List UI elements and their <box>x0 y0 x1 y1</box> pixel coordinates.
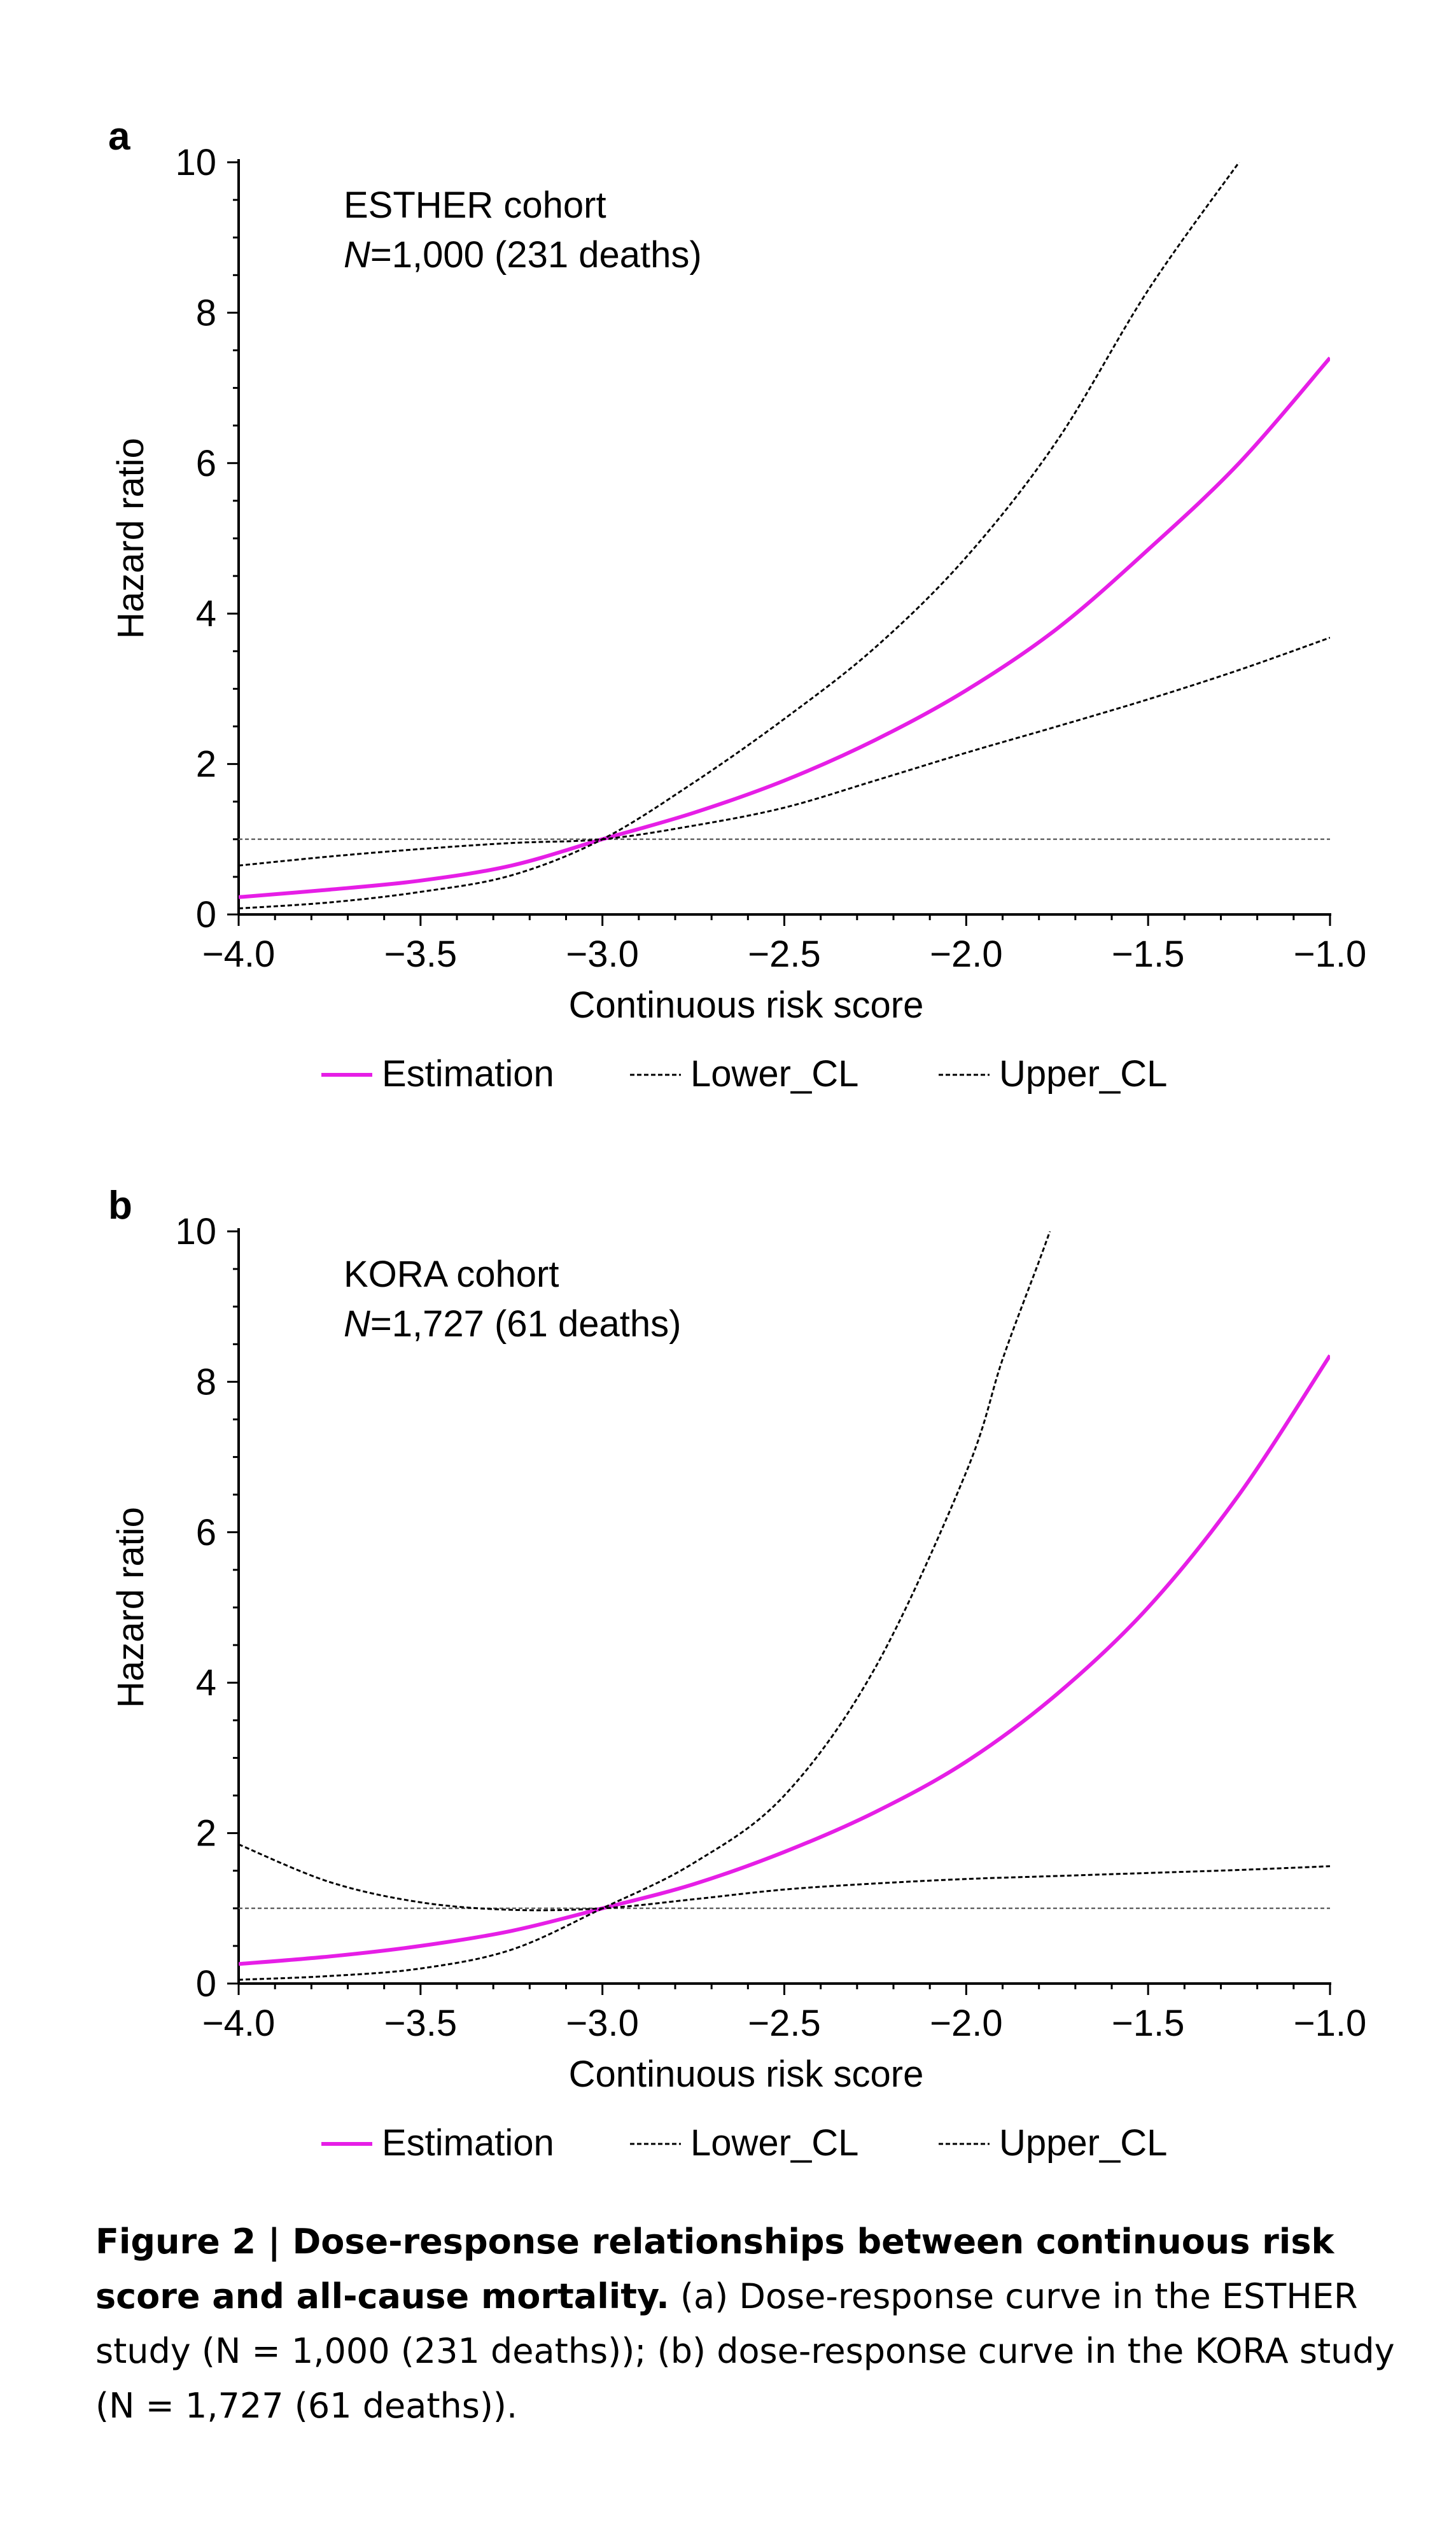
x-tick-label: −2.0 <box>930 934 1003 975</box>
x-tick-label: −3.5 <box>384 2003 458 2044</box>
legend-label: Upper_CL <box>999 1053 1167 1095</box>
y-tick-label: 4 <box>196 593 216 634</box>
x-tick-label: −1.0 <box>1294 2003 1367 2044</box>
legend-label: Lower_CL <box>690 2122 858 2164</box>
y-tick-label: 10 <box>175 142 216 183</box>
sample-size-value: =1,727 (61 deaths) <box>370 1303 682 1345</box>
y-tick-label: 6 <box>196 1512 216 1553</box>
series-line-estimation <box>239 356 1330 899</box>
series-line-estimation <box>239 1354 1330 1966</box>
x-tick-label: −4.0 <box>202 2003 276 2044</box>
legend-label: Estimation <box>382 2122 554 2164</box>
panel-label: b <box>108 1184 132 1228</box>
x-tick-label: −1.5 <box>1112 2003 1185 2044</box>
legend-label: Lower_CL <box>690 1053 858 1095</box>
sample-size-n: N <box>344 1303 370 1345</box>
sample-size-label: N=1,000 (231 deaths) <box>344 234 702 276</box>
cohort-label: KORA cohort <box>344 1254 559 1295</box>
y-tick-label: 4 <box>196 1662 216 1704</box>
x-tick-label: −4.0 <box>202 934 276 975</box>
caption-text: (a) Dose-response curve in the ESTHER st… <box>95 2276 1395 2426</box>
cohort-label: ESTHER cohort <box>344 185 606 226</box>
y-tick-label: 6 <box>196 443 216 484</box>
y-tick-label: 10 <box>175 1211 216 1252</box>
y-tick-label: 2 <box>196 744 216 785</box>
sample-size-n: N <box>344 234 370 276</box>
x-axis-label: Continuous risk score <box>569 2054 924 2095</box>
caption-title: Figure 2 | Dose-response relationships b… <box>95 2222 1334 2316</box>
series-line-lower-cl <box>239 162 1240 910</box>
series-line-lower-cl <box>239 1231 1051 1981</box>
y-tick-label: 0 <box>196 1963 216 2005</box>
legend-label: Upper_CL <box>999 2122 1167 2164</box>
x-tick-label: −1.5 <box>1112 934 1185 975</box>
x-tick-label: −3.0 <box>566 934 639 975</box>
y-tick-label: 8 <box>196 292 216 333</box>
sample-size-value: =1,000 (231 deaths) <box>370 234 702 276</box>
legend-label: Estimation <box>382 1053 554 1095</box>
y-tick-label: 0 <box>196 894 216 935</box>
series-line-upper-cl <box>239 1843 1330 1912</box>
chart-panel-a: a 0 2 4 6 8 10 −4.0 −3.5 −3.0 −2.5 −2.0 −1.5 −1.0 Cont… <box>108 115 1367 1095</box>
x-tick-label: −2.5 <box>748 2003 821 2044</box>
x-tick-label: −2.5 <box>748 934 821 975</box>
y-axis-label: Hazard ratio <box>110 438 151 639</box>
series-line-upper-cl <box>239 636 1330 867</box>
panel-label: a <box>108 115 130 158</box>
y-axis-label: Hazard ratio <box>110 1507 151 1708</box>
y-tick-label: 2 <box>196 1813 216 1854</box>
x-tick-label: −3.5 <box>384 934 458 975</box>
sample-size-label: N=1,727 (61 deaths) <box>344 1303 681 1345</box>
x-tick-label: −3.0 <box>566 2003 639 2044</box>
y-tick-label: 8 <box>196 1361 216 1403</box>
figure-caption: Figure 2 | Dose-response relationships b… <box>95 2215 1400 2433</box>
chart-panel-b: b 0 2 4 6 8 10 −4.0 −3.5 −3.0 −2.5 −2.0 −1.5 −1.0 Cont… <box>108 1184 1367 2164</box>
x-tick-label: −1.0 <box>1294 934 1367 975</box>
x-axis-label: Continuous risk score <box>569 984 924 1026</box>
x-tick-label: −2.0 <box>930 2003 1003 2044</box>
